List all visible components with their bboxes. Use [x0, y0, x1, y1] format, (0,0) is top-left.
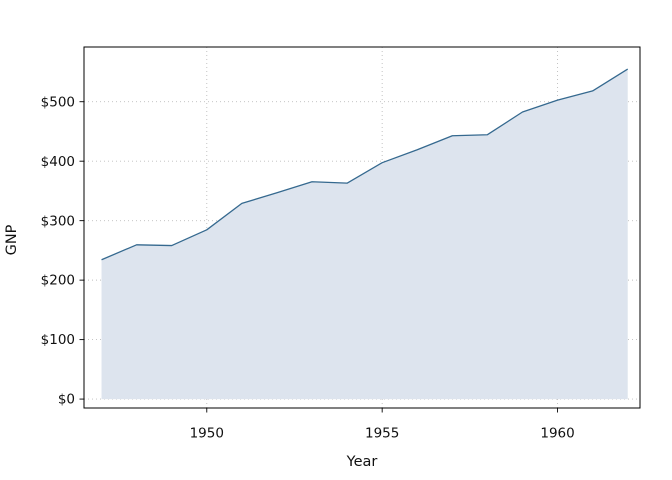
x-tick-label: 1960 [540, 426, 574, 442]
x-tick-label: 1955 [365, 426, 399, 442]
x-tick-label: 1950 [190, 426, 224, 442]
y-tick-label: $400 [41, 154, 75, 170]
y-tick-label: $300 [41, 213, 75, 229]
y-tick-label: $100 [41, 332, 75, 348]
gnp-area-fill [101, 69, 628, 400]
y-axis-label: GNP [4, 224, 20, 255]
y-tick-label: $200 [41, 273, 75, 289]
x-axis-label: Year [346, 454, 378, 470]
y-tick-label: $0 [58, 392, 75, 408]
plot-frame [83, 46, 641, 409]
y-tick-label: $500 [41, 94, 75, 110]
gnp-line [101, 68, 629, 261]
plot-area: 1950 1955 1960 $0 $100 $200 $300 $400 $500 [41, 46, 641, 442]
